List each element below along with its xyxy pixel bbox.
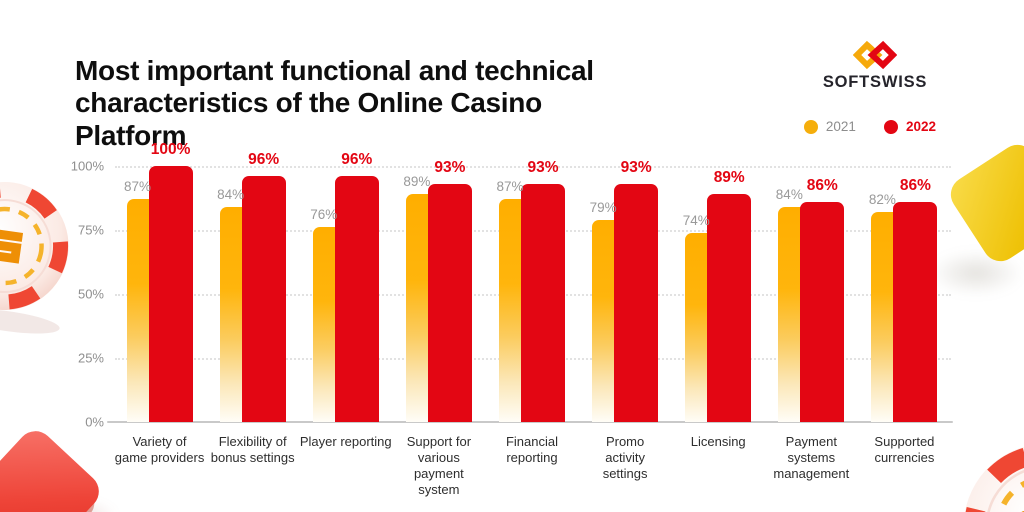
value-label-2022: 86% <box>899 176 931 194</box>
y-axis-tick: 100% <box>70 158 104 174</box>
value-label-2022: 86% <box>806 176 838 194</box>
y-axis-tick: 0% <box>85 414 104 430</box>
bar-group: 87% 100% Variety of game providers <box>113 141 206 465</box>
value-label-2021: 87% <box>124 179 152 195</box>
category-label: Support for various payment system <box>406 434 472 497</box>
bar-2022 <box>800 201 845 422</box>
bar-pair: 82% 86% <box>868 166 938 422</box>
value-label-2022: 100% <box>150 141 191 158</box>
legend-dot-2021-icon <box>803 119 818 134</box>
value-label-2021: 87% <box>496 179 524 195</box>
brand-block: SOFTSWISS <box>810 40 940 92</box>
category-label: Licensing <box>690 434 746 449</box>
bar-2022 <box>893 201 938 422</box>
bar-group: 82% 86% Supported currencies <box>858 166 951 465</box>
bar-2022 <box>427 183 472 422</box>
y-axis-tick: 75% <box>77 222 104 238</box>
category-label: Supported currencies <box>874 434 935 465</box>
value-label-2021: 84% <box>217 186 245 202</box>
gridline-100 <box>115 166 951 168</box>
value-label-2021: 79% <box>589 199 617 215</box>
softswiss-logo-icon <box>853 40 897 70</box>
value-label-2022: 93% <box>434 158 466 176</box>
bar-pair: 84% 96% <box>217 151 286 422</box>
bar-chart: 100% 75% 50% 25% 0% 87% 100% Variety of ga… <box>71 141 953 497</box>
x-axis-baseline <box>107 421 953 423</box>
yellow-card-icon <box>943 137 1024 269</box>
bar-pair: 89% 93% <box>403 159 472 422</box>
bar-group: 76% 96% Player reporting <box>299 151 392 449</box>
bar-group: 84% 86% Payment systems management <box>765 166 858 481</box>
bar-group: 84% 96% Flexibility of bonus settings <box>206 151 299 465</box>
y-axis-tick: 50% <box>77 286 104 302</box>
bar-pair: 76% 96% <box>310 151 379 422</box>
category-label: Variety of game providers <box>114 434 205 465</box>
value-label-2021: 76% <box>310 207 338 223</box>
casino-chip-icon <box>963 444 1024 512</box>
bar-group: 79% 93% Promo activity settings <box>579 159 672 481</box>
value-label-2021: 74% <box>682 212 710 228</box>
value-label-2022: 96% <box>248 151 280 169</box>
value-label-2021: 84% <box>775 186 803 202</box>
bar-2022 <box>334 176 379 422</box>
legend-dot-2022-icon <box>883 119 898 134</box>
category-label: Promo activity settings <box>602 434 648 481</box>
red-card-icon <box>0 423 107 512</box>
bar-group: 74% 89% Licensing <box>672 166 765 449</box>
bar-2022 <box>148 166 193 422</box>
bar-group: 87% 93% Financial reporting <box>485 159 578 465</box>
bar-2022 <box>707 194 752 422</box>
bar-pair: 79% 93% <box>589 159 659 422</box>
legend-item-2021: 2021 <box>803 119 856 134</box>
category-label: Financial reporting <box>505 434 558 465</box>
category-label: Player reporting <box>299 434 392 449</box>
value-label-2022: 89% <box>713 169 745 187</box>
bar-2022 <box>520 183 565 422</box>
brand-name: SOFTSWISS <box>822 73 928 91</box>
value-label-2021: 89% <box>403 174 431 190</box>
legend-label-2022: 2022 <box>905 119 936 134</box>
bar-group: 89% 93% Support for various payment system <box>392 159 485 497</box>
chart-legend: 2021 2022 <box>803 119 936 134</box>
bar-pair: 74% 89% <box>682 166 752 422</box>
legend-label-2021: 2021 <box>825 119 856 134</box>
value-label-2022: 93% <box>620 158 652 176</box>
category-label: Flexibility of bonus settings <box>210 434 295 465</box>
bar-2022 <box>614 183 659 422</box>
bar-pair: 84% 86% <box>775 166 845 422</box>
y-axis-tick: 25% <box>77 350 104 366</box>
casino-chip-icon <box>0 182 69 334</box>
value-label-2022: 93% <box>527 158 559 176</box>
legend-item-2022: 2022 <box>883 119 936 134</box>
bar-pair: 87% 100% <box>124 141 193 422</box>
bar-pair: 87% 93% <box>496 159 565 422</box>
bar-2022 <box>241 176 286 422</box>
value-label-2021: 82% <box>868 192 896 208</box>
category-label: Payment systems management <box>773 434 850 481</box>
page-title: Most important functional and technical … <box>75 54 594 151</box>
value-label-2022: 96% <box>341 151 373 169</box>
plot-area: 87% 100% Variety of game providers 84% 96% Fl… <box>113 141 951 497</box>
